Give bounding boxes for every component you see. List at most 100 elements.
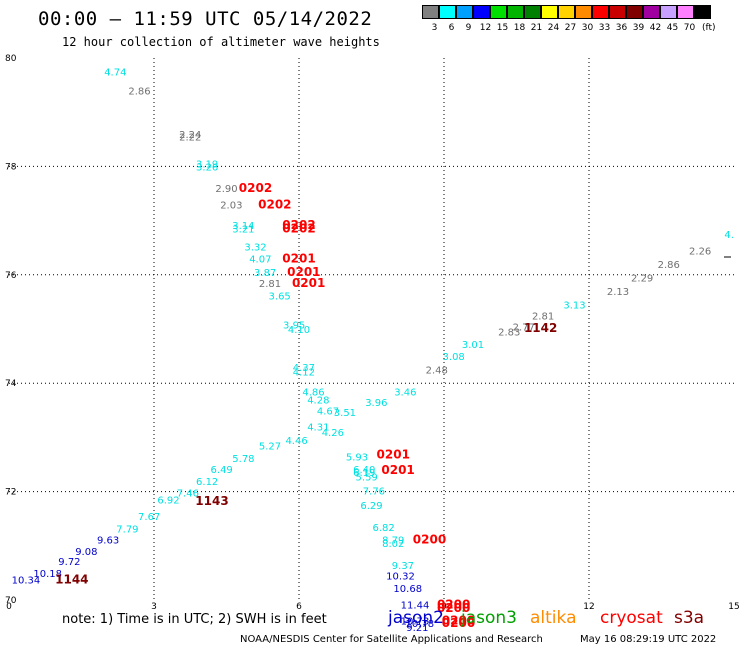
- x-tick-label: 3: [151, 602, 157, 612]
- x-tick-label: 6: [296, 602, 302, 612]
- timestamp-text: May 16 08:29:19 UTC 2022: [580, 634, 717, 645]
- legend-swatch: [660, 5, 677, 19]
- chart-title: 00:00 — 11:59 UTC 05/14/2022: [38, 8, 373, 30]
- data-point-label: 3.32: [244, 243, 266, 254]
- legend-swatch: [473, 5, 490, 19]
- data-point-label: 7.67: [138, 512, 160, 523]
- y-tick-label: 72: [5, 488, 16, 498]
- data-point-label: 2.90: [215, 184, 237, 195]
- legend-jason3: jason3: [461, 608, 517, 628]
- data-point-label: 8.02: [382, 539, 404, 550]
- data-point-label: 3.21: [232, 225, 254, 236]
- data-point-label: 2.77: [513, 322, 535, 333]
- data-point-label: 4.74: [104, 68, 126, 79]
- data-point-label: 6.40: [353, 465, 375, 476]
- data-point-label: 2.29: [631, 274, 653, 285]
- legend-swatch: [524, 5, 541, 19]
- legend-swatch: [643, 5, 660, 19]
- data-point-label: 8.79: [382, 535, 404, 546]
- credit-text: NOAA/NESDIS Center for Satellite Applica…: [240, 634, 543, 645]
- x-tick-label: 0: [6, 602, 12, 612]
- data-point-label: 11.44: [401, 600, 430, 611]
- data-point-label: 0202: [239, 181, 272, 195]
- data-point-label: 9.08: [75, 547, 97, 558]
- legend-swatch: [609, 5, 626, 19]
- data-point-label: 2.48: [426, 366, 448, 377]
- data-point-label: 0200: [442, 614, 475, 628]
- data-point-label: 4.37: [293, 363, 315, 374]
- data-point-label: 10.18: [33, 569, 62, 580]
- data-point-label: 9.72: [58, 557, 80, 568]
- data-point-label: 6.49: [211, 465, 233, 476]
- data-point-label: 3.51: [334, 408, 356, 419]
- legend-s3a: s3a: [674, 608, 705, 628]
- data-point-label: 0200: [442, 616, 475, 630]
- data-point-label: 2.24: [179, 130, 201, 141]
- legend-label: 70: [683, 23, 696, 33]
- data-point-label: 6.19: [353, 468, 375, 479]
- legend-swatch: [677, 5, 694, 19]
- data-point-label: 5.78: [232, 454, 254, 465]
- data-point-label: 2.86: [128, 87, 150, 98]
- data-point-label: 2.81: [532, 311, 554, 322]
- legend-swatch: [439, 5, 456, 19]
- data-point-label: 0202: [282, 218, 315, 232]
- data-point-label: 7.46: [177, 489, 199, 500]
- x-tick-label: 12: [583, 602, 594, 612]
- data-point-label: 1143: [195, 494, 228, 508]
- legend-swatch: [694, 5, 711, 19]
- data-point-label: 4.86: [302, 387, 324, 398]
- data-point-label: 5.59: [356, 472, 378, 483]
- data-point-label: 4.28: [307, 395, 329, 406]
- legend-swatch: [626, 5, 643, 19]
- data-point-label: 6.92: [157, 496, 179, 507]
- data-point-label: 0201: [282, 252, 315, 266]
- legend-swatch: [422, 5, 439, 19]
- data-point-label: 10.34: [12, 575, 41, 586]
- data-point-label: 4.10: [288, 325, 310, 336]
- y-tick-label: 70: [5, 596, 17, 606]
- data-point-label: 10.32: [386, 572, 415, 583]
- data-point-label: 4.26: [322, 428, 344, 439]
- legend-label: 30: [581, 23, 594, 33]
- data-point-label: 0202: [258, 197, 291, 211]
- data-point-label: 0201: [381, 463, 414, 477]
- legend-label: 12: [479, 23, 492, 33]
- data-point-label: 9.21: [406, 623, 428, 634]
- data-point-label: 3.14: [232, 221, 254, 232]
- data-point-label: 4.07: [249, 255, 271, 266]
- data-point-label: 6.29: [360, 501, 382, 512]
- data-point-label: 0200: [437, 597, 470, 611]
- data-point-label: 2.86: [658, 260, 680, 271]
- data-point-label: 4.: [724, 230, 734, 241]
- data-point-label: 3.01: [462, 340, 484, 351]
- legend-swatch: [507, 5, 524, 19]
- data-point-label: 3.26: [196, 162, 218, 173]
- x-tick-label: 9: [441, 602, 447, 612]
- legend-unit: (ft): [702, 23, 716, 33]
- legend-label: 18: [513, 23, 526, 33]
- legend-swatch: [558, 5, 575, 19]
- data-point-label: 3.87: [254, 268, 276, 279]
- data-point-label: 1144: [55, 572, 88, 586]
- legend-label: 6: [448, 23, 455, 33]
- legend-label: 42: [649, 23, 662, 33]
- legend-altika: altika: [530, 608, 577, 628]
- data-point-label: 3.08: [443, 352, 465, 363]
- data-point-label: 1142: [524, 321, 557, 335]
- legend-label: 39: [632, 23, 645, 33]
- data-point-label: 4.12: [293, 367, 315, 378]
- legend-swatch: [490, 5, 507, 19]
- data-point-label: 4.67: [317, 406, 339, 417]
- data-point-label: 3.96: [365, 398, 387, 409]
- legend-label: 15: [496, 23, 509, 33]
- data-point-label: 3.46: [394, 387, 416, 398]
- legend-label: 9: [465, 23, 472, 33]
- legend-label: 24: [547, 23, 560, 33]
- legend-label: 21: [530, 23, 543, 33]
- x-tick-label: 15: [728, 602, 739, 612]
- data-point-label: 0202: [282, 222, 315, 236]
- legend-swatch: [541, 5, 558, 19]
- note-text: note: 1) Time is in UTC; 2) SWH is in fe…: [62, 612, 327, 627]
